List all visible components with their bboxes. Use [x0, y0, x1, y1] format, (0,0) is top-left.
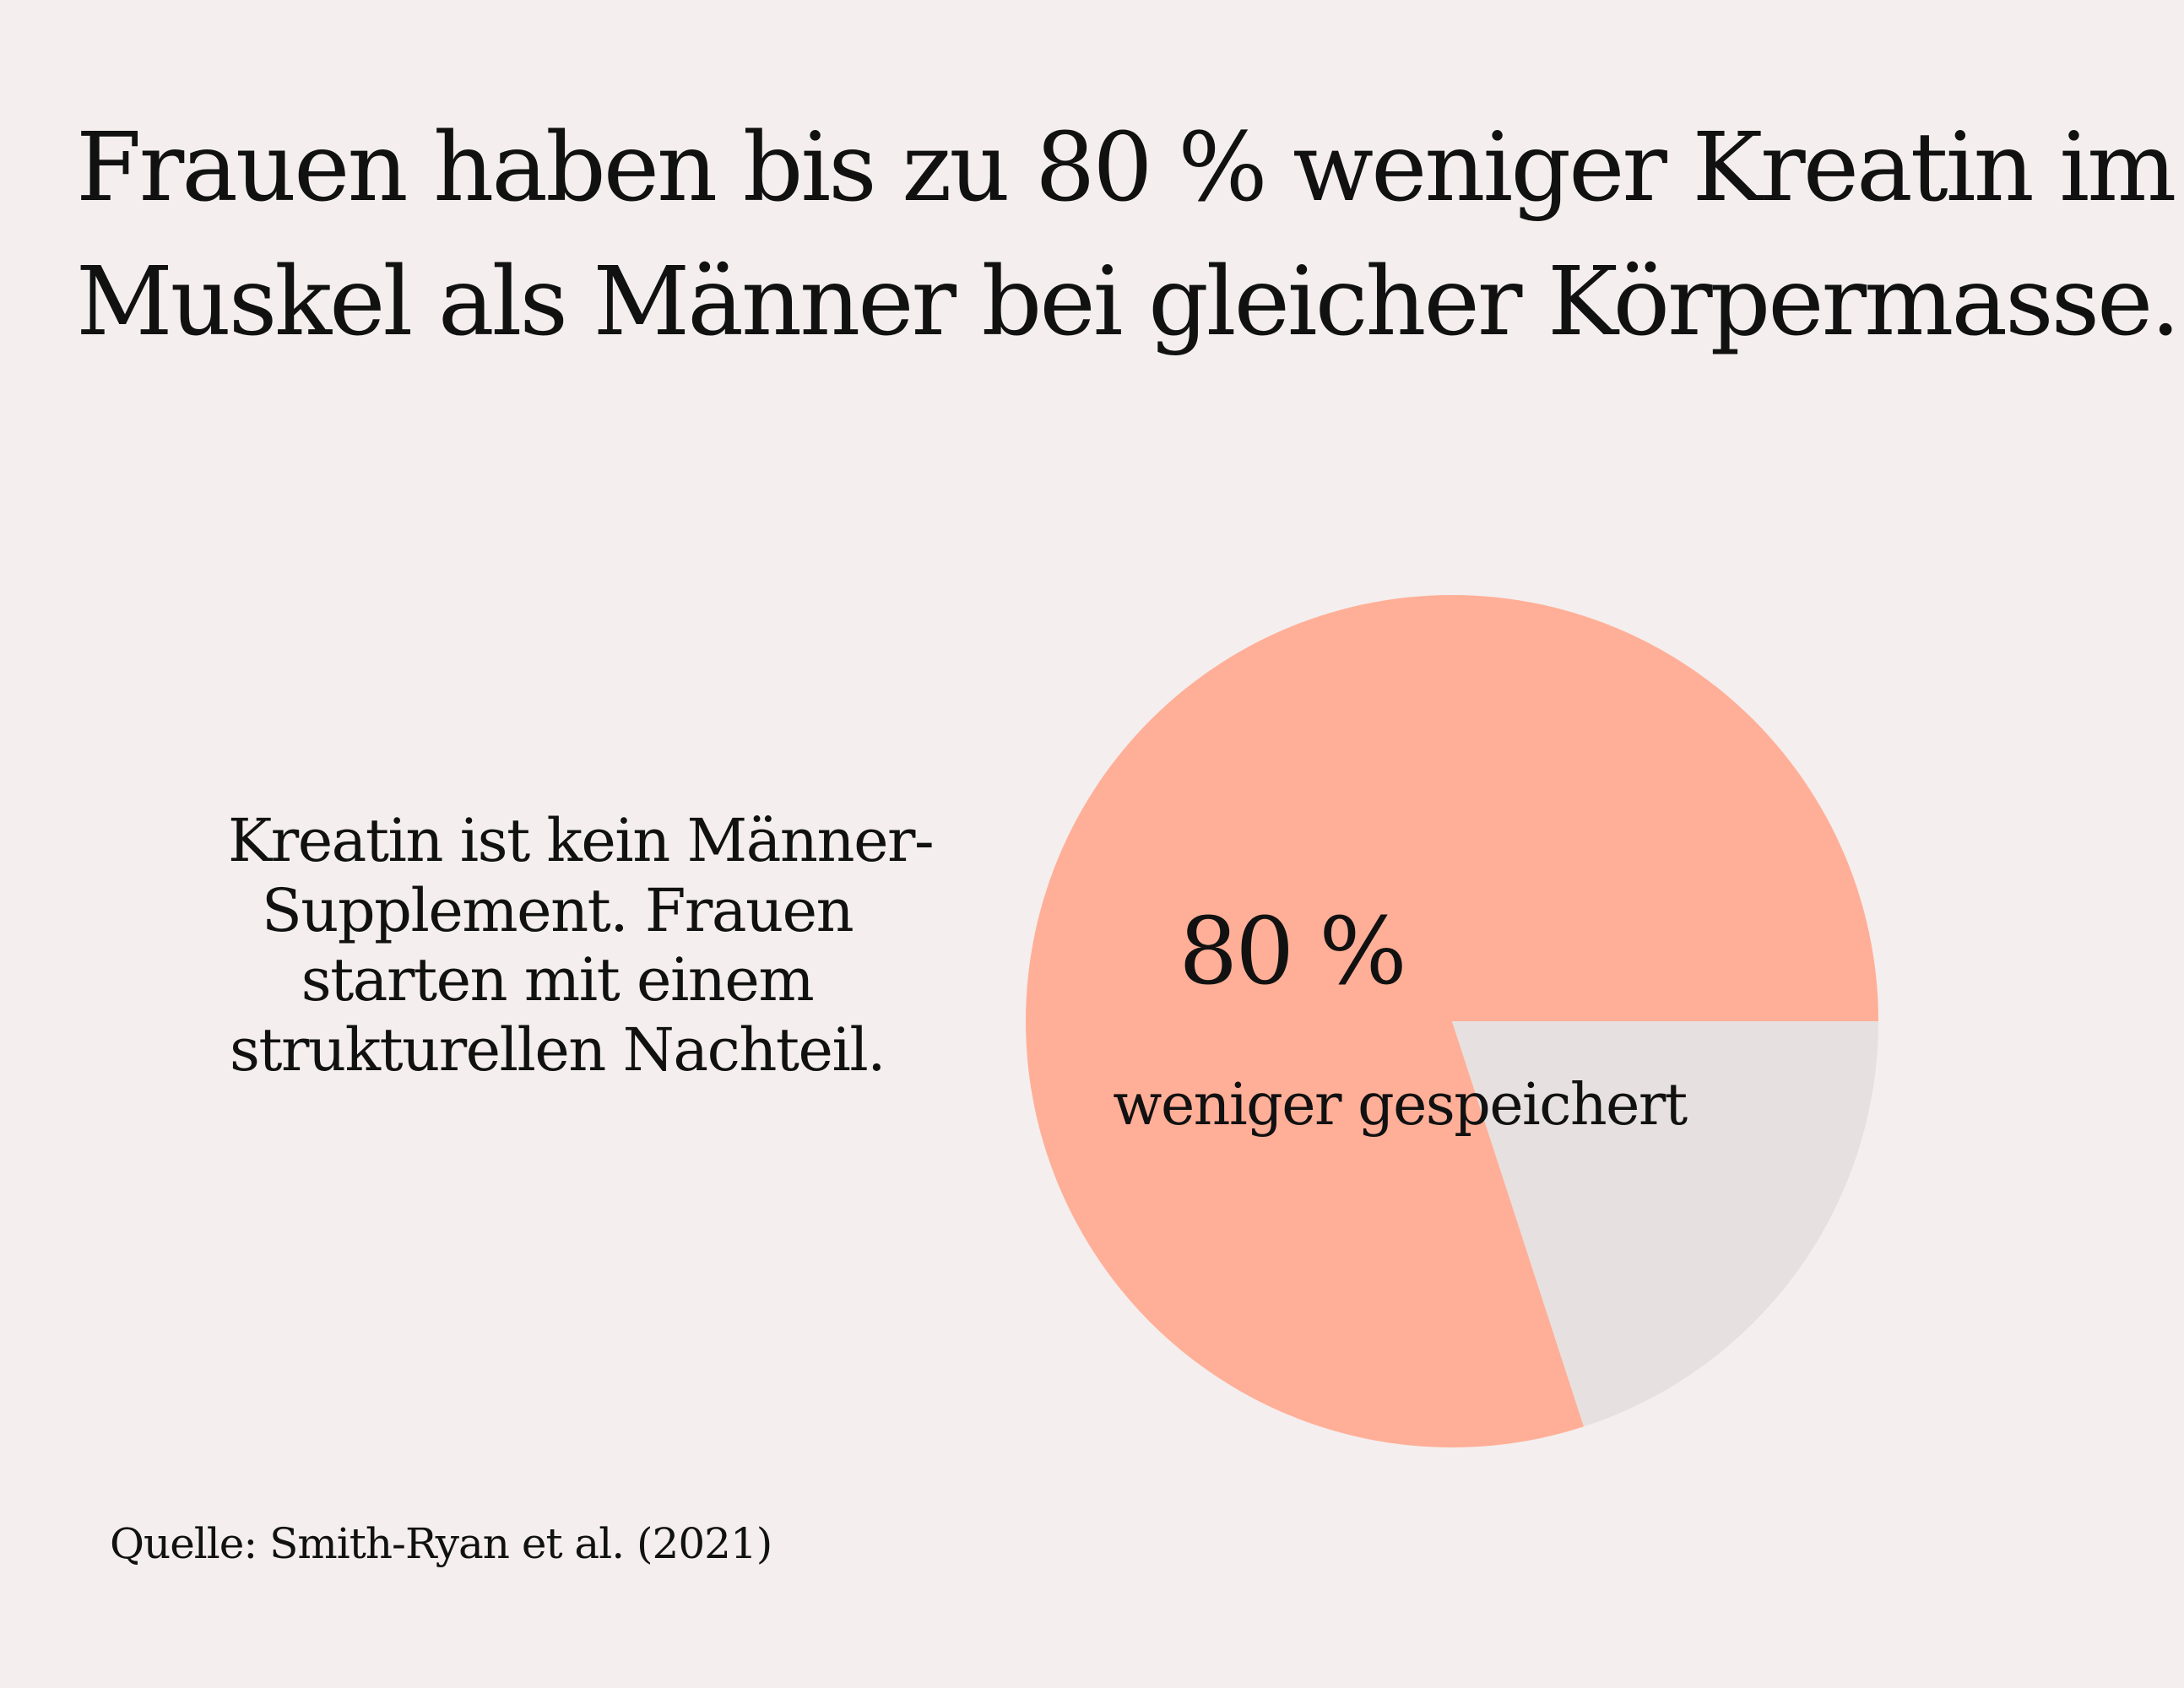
side-text-line-4: strukturellen Nachteil. [229, 1014, 886, 1085]
headline: Frauen haben bis zu 80 % weniger Kreatin… [76, 101, 2181, 370]
side-text-line-2: Supplement. Frauen [261, 875, 854, 945]
pie-chart-svg: 80 % weniger gespeichert [1026, 595, 1878, 1447]
side-text-line-3: starten mit einem [301, 945, 815, 1015]
side-text-line-1: Kreatin ist kein Männer- [228, 806, 935, 875]
pie-chart: 80 % weniger gespeichert [1022, 591, 1883, 1452]
pie-caption-label: weniger gespeichert [1113, 1072, 1688, 1139]
side-text: Kreatin ist kein Männer- Supplement. Fra… [228, 806, 935, 1085]
headline-line-2: Muskel als Männer bei gleicher Körpermas… [76, 247, 2181, 358]
source-citation: Quelle: Smith-Ryan et al. (2021) [110, 1519, 772, 1568]
headline-line-1: Frauen haben bis zu 80 % weniger Kreatin… [76, 113, 2176, 223]
pie-slices [1026, 595, 1878, 1447]
pie-slice-rest [1452, 1021, 1878, 1427]
pie-value-label: 80 % [1179, 897, 1404, 1005]
